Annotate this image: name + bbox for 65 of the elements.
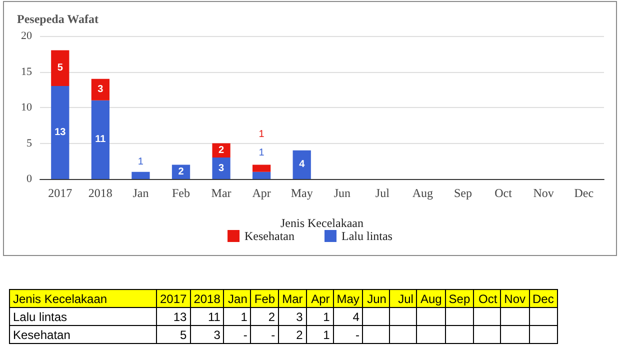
x-tick-label: Dec <box>574 186 594 200</box>
chart-title: Pesepeda Wafat <box>17 12 98 26</box>
data-label: 4 <box>299 159 306 170</box>
text: 2 <box>268 310 276 324</box>
data-label: 5 <box>57 62 64 74</box>
category-label: Apr <box>311 292 330 306</box>
text: 11 <box>208 310 220 324</box>
category-label: Mar <box>282 292 303 306</box>
text: 13 <box>173 310 187 324</box>
category-label: Aug <box>420 292 442 306</box>
text: 3 <box>296 310 303 324</box>
category-label: Nov <box>504 292 526 306</box>
data-label: 1 <box>258 129 265 140</box>
category-label: Jul <box>398 292 414 306</box>
category-label: Jun <box>367 292 386 306</box>
data-label: 13 <box>54 127 66 138</box>
x-tick-label: Nov <box>533 186 554 200</box>
y-tick-label: 5 <box>26 137 32 150</box>
category-label: Oct <box>478 292 498 306</box>
x-tick-label: Apr <box>252 186 271 200</box>
y-tick-label: 15 <box>21 66 32 78</box>
x-tick-label: 2017 <box>48 186 72 200</box>
x-tick-label: Oct <box>494 186 513 200</box>
category-label: Jan <box>228 292 248 306</box>
x-tick-label: Jan <box>132 186 149 200</box>
category-label: 2017 <box>160 292 187 306</box>
category-label: 2018 <box>194 292 220 306</box>
text: - <box>271 328 276 342</box>
text: 4 <box>352 310 360 324</box>
data-label: 1 <box>258 147 265 158</box>
y-tick-label: 10 <box>21 102 32 114</box>
category-label: Sep <box>448 292 470 306</box>
x-tick-label: Mar <box>211 186 232 200</box>
category-label: May <box>336 292 360 306</box>
data-label: 3 <box>218 162 225 174</box>
text: - <box>355 328 360 342</box>
text: 5 <box>180 328 187 342</box>
category-label: Dec <box>532 292 554 306</box>
text: 1 <box>240 310 248 324</box>
x-axis-title: Jenis Kecelakaan <box>280 216 364 230</box>
data-label: 11 <box>95 134 106 146</box>
x-tick-label: Feb <box>172 186 190 200</box>
data-label: 3 <box>98 84 104 96</box>
data-label: 1 <box>138 156 144 168</box>
legend-label: Lalu lintas <box>341 229 393 243</box>
text: - <box>243 328 248 342</box>
y-tick-label: 0 <box>26 173 32 185</box>
text: Kesehatan <box>13 328 70 342</box>
text: Lalu lintas <box>13 310 68 324</box>
x-tick-label: May <box>290 186 313 200</box>
data-label: 2 <box>178 166 184 178</box>
text: 1 <box>323 328 330 342</box>
text: 2 <box>296 328 303 342</box>
x-tick-label: Jul <box>375 186 390 200</box>
x-tick-label: 2018 <box>88 186 112 200</box>
x-tick-label: Jun <box>334 186 350 200</box>
text: 1 <box>323 310 330 324</box>
text: 3 <box>214 328 220 342</box>
category-label: Feb <box>254 292 276 306</box>
y-tick-label: 20 <box>21 30 32 42</box>
legend-label: Kesehatan <box>244 229 295 243</box>
text: Jenis Kecelakaan <box>13 292 108 306</box>
x-tick-label: Aug <box>412 186 434 200</box>
data-label: 2 <box>218 144 225 156</box>
x-tick-label: Sep <box>454 186 472 200</box>
